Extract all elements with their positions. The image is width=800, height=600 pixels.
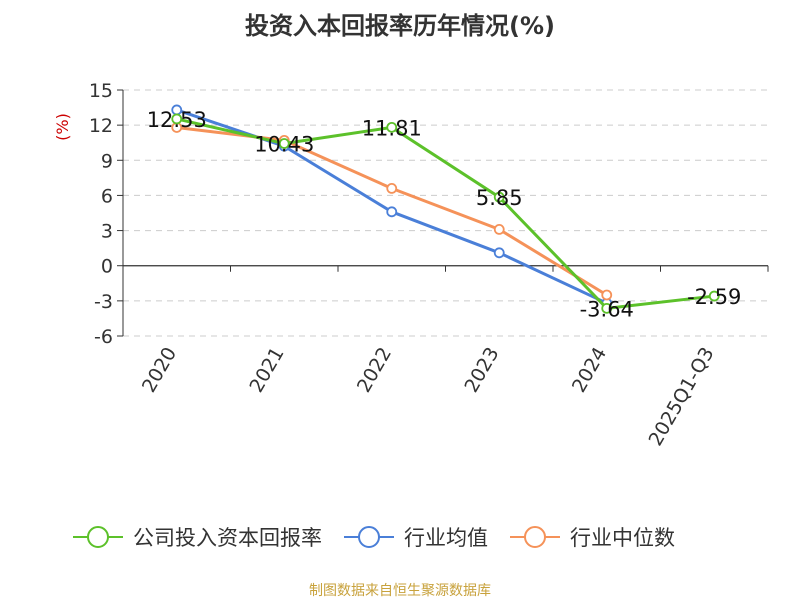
data-label: 11.81 bbox=[362, 116, 422, 140]
grid-lines bbox=[123, 89, 768, 337]
chart-title: 投资入本回报率历年情况(%) bbox=[245, 12, 555, 40]
x-tick-label: 2024 bbox=[568, 344, 611, 397]
y-tick-label: 9 bbox=[101, 150, 113, 172]
data-point bbox=[386, 121, 398, 133]
data-point bbox=[493, 191, 505, 203]
data-point bbox=[171, 113, 183, 125]
x-tick-label: 2022 bbox=[353, 344, 396, 397]
series-line-0 bbox=[176, 117, 715, 310]
data-point bbox=[601, 289, 613, 301]
data-point bbox=[493, 223, 505, 235]
data-labels: 12.53 10.43 11.81 5.85 -3.64 -2.59 bbox=[147, 108, 742, 321]
data-label: 5.85 bbox=[476, 186, 523, 210]
x-tick-label: 2023 bbox=[460, 344, 503, 397]
y-tick-label: 12 bbox=[89, 115, 113, 137]
legend-marker bbox=[524, 526, 546, 548]
legend-label: 公司投入资本回报率 bbox=[133, 526, 322, 550]
y-tick-label: 3 bbox=[101, 221, 113, 243]
y-tick-label: 0 bbox=[101, 256, 113, 278]
y-axis-unit: (%) bbox=[53, 113, 72, 141]
x-tick-label: 2021 bbox=[245, 344, 288, 397]
data-point bbox=[386, 182, 398, 194]
source-note: 制图数据来自恒生聚源数据库 bbox=[309, 583, 491, 599]
axes: 15 12 9 6 3 0 -3 -6 2020 2021 2022 2023 2024 2025Q1-Q… bbox=[89, 80, 769, 450]
data-point bbox=[601, 302, 613, 314]
legend-label: 行业均值 bbox=[404, 526, 488, 550]
y-tick-label: -6 bbox=[94, 326, 113, 348]
y-tick-label: 6 bbox=[101, 185, 113, 207]
data-label: 10.43 bbox=[254, 133, 314, 157]
data-label: 12.53 bbox=[147, 108, 207, 132]
x-tick-label: 2020 bbox=[138, 344, 181, 397]
series-layer bbox=[171, 104, 720, 314]
x-tick-label: 2025Q1-Q3 bbox=[645, 344, 719, 450]
y-tick-label: 15 bbox=[89, 80, 113, 102]
legend: 公司投入资本回报率 行业均值 行业中位数 bbox=[73, 526, 675, 550]
data-label: -3.64 bbox=[580, 297, 634, 321]
data-point bbox=[493, 247, 505, 259]
y-tick-label: -3 bbox=[94, 291, 113, 313]
data-label: -2.59 bbox=[687, 285, 741, 309]
legend-label: 行业中位数 bbox=[570, 526, 675, 550]
data-point bbox=[386, 206, 398, 218]
legend-marker bbox=[358, 526, 380, 548]
data-point bbox=[278, 138, 290, 149]
data-point bbox=[708, 290, 720, 302]
legend-marker bbox=[87, 526, 109, 548]
